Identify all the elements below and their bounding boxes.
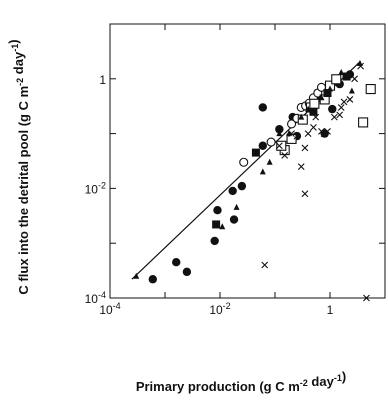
triangle-point: [133, 272, 140, 279]
cross-point: [320, 130, 328, 137]
y-tick-label: 10-2: [85, 180, 106, 196]
open-square-point: [297, 114, 308, 125]
filled-circle-point: [328, 104, 337, 114]
triangle-point: [266, 158, 273, 165]
open-circle-point: [287, 119, 297, 129]
cross-point: [324, 127, 331, 135]
triangle-point: [259, 168, 266, 175]
filled-circle-point: [172, 258, 181, 267]
filled-circle-point: [229, 215, 239, 224]
cross-point: [261, 261, 269, 269]
triangle-point: [276, 130, 283, 137]
cross-point: [312, 113, 320, 121]
filled-square-point: [323, 89, 332, 98]
triangle-point: [298, 113, 305, 120]
filled-circle-point: [258, 103, 267, 112]
cross-point: [281, 152, 289, 159]
open-square-point: [276, 140, 287, 151]
cross-point: [363, 294, 370, 302]
cross-point: [275, 142, 283, 150]
triangle-point: [318, 94, 325, 101]
cross-point: [337, 104, 345, 111]
filled-circle-point: [148, 275, 157, 284]
y-axis-title: C flux into the detrital pool (g C m-2 d…: [6, 39, 31, 294]
cross-point: [340, 98, 348, 106]
cross-point: [310, 123, 317, 131]
filled-square-point: [342, 72, 351, 81]
filled-circle-point: [228, 186, 237, 196]
triangle-point: [348, 87, 355, 94]
triangle-point: [305, 105, 312, 112]
x-tick-label: 10-4: [99, 301, 120, 317]
y-tick-label: 1: [99, 73, 106, 87]
cross-point: [330, 113, 338, 121]
filled-circle-point: [182, 267, 192, 277]
cross-point: [351, 75, 358, 83]
cross-point: [297, 163, 305, 170]
cross-point: [357, 62, 364, 70]
x-axis-title: Primary production (g C m-2 day-1): [136, 369, 346, 394]
x-tick-label: 10-2: [209, 301, 230, 317]
filled-square-point: [212, 220, 221, 229]
cross-point: [293, 132, 301, 140]
triangle-point: [219, 223, 226, 230]
open-circle-point: [239, 157, 249, 167]
cross-point: [301, 144, 309, 152]
y-tick-label: 10-4: [85, 290, 106, 306]
filled-circle-point: [275, 125, 284, 134]
cross-point: [346, 96, 354, 103]
filled-circle-point: [210, 236, 219, 246]
open-square-point: [331, 74, 342, 85]
cross-point: [336, 111, 344, 119]
triangle-point: [233, 203, 240, 210]
filled-square-point: [309, 107, 318, 116]
filled-square-point: [251, 148, 260, 157]
open-square-point: [309, 98, 320, 109]
filled-circle-point: [213, 206, 222, 215]
open-square-point: [365, 84, 376, 95]
open-square-point: [286, 133, 297, 144]
filled-circle-point: [237, 181, 247, 191]
open-circle-point: [266, 137, 276, 147]
cross-point: [304, 130, 312, 137]
cross-point: [288, 130, 295, 137]
open-square-point: [358, 117, 369, 128]
triangle-point: [338, 69, 345, 76]
cross-point: [301, 190, 309, 198]
triangle-point: [327, 85, 333, 92]
plot-frame: [109, 23, 386, 299]
x-tick-label: 1: [327, 303, 334, 317]
filled-circle-point: [258, 141, 267, 150]
